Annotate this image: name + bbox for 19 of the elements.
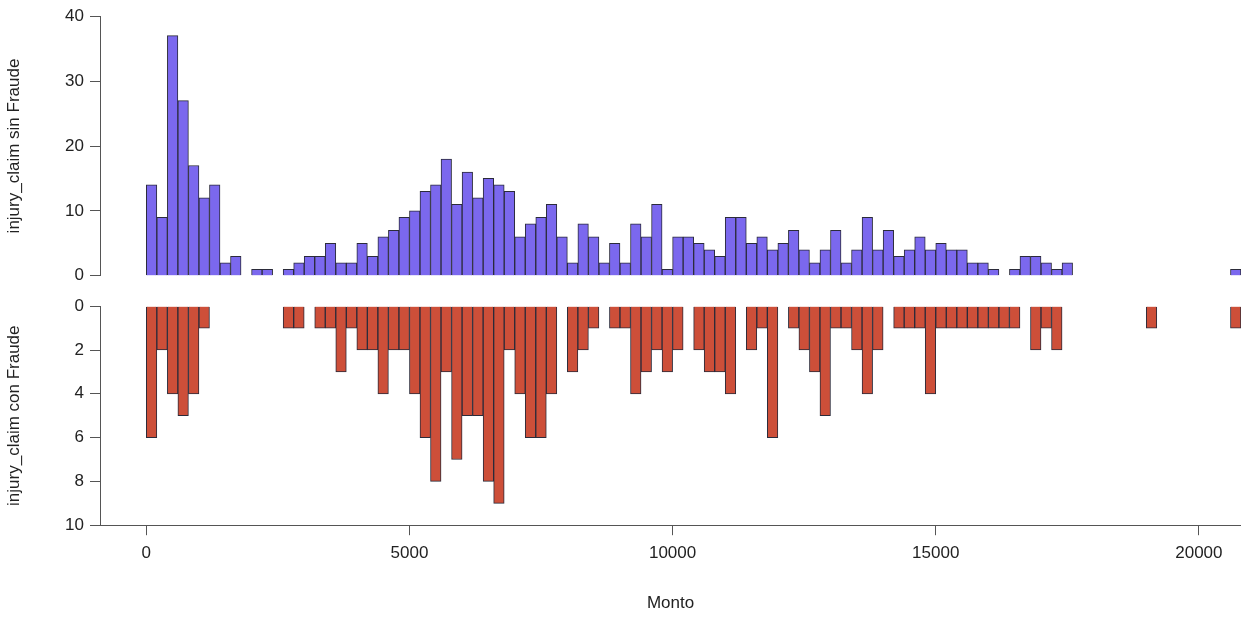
- y-axis-title: injury_claim sin Fraude: [3, 58, 23, 234]
- x-tick-label: 0: [141, 543, 152, 563]
- x-tick-label: 15000: [912, 543, 960, 563]
- x-tick-label: 5000: [390, 543, 429, 563]
- y-tick-label: 0: [74, 265, 84, 285]
- y-tick-label: 30: [65, 70, 84, 90]
- x-axis-title: Monto: [646, 593, 695, 613]
- y-tick-label: 4: [74, 383, 84, 403]
- y-tick-label: 6: [74, 427, 84, 447]
- y-tick-label: 40: [65, 5, 84, 25]
- x-tick-label: 20000: [1175, 543, 1223, 563]
- y-axis-title: injury_claim con Fraude: [3, 325, 23, 506]
- y-tick-label: 8: [74, 471, 84, 491]
- y-tick-label: 10: [65, 514, 84, 534]
- y-tick-label: 0: [74, 295, 84, 315]
- y-tick-label: 20: [65, 135, 84, 155]
- x-tick-label: 10000: [648, 543, 697, 563]
- y-tick-label: 2: [74, 339, 84, 359]
- y-tick-label: 10: [65, 200, 84, 220]
